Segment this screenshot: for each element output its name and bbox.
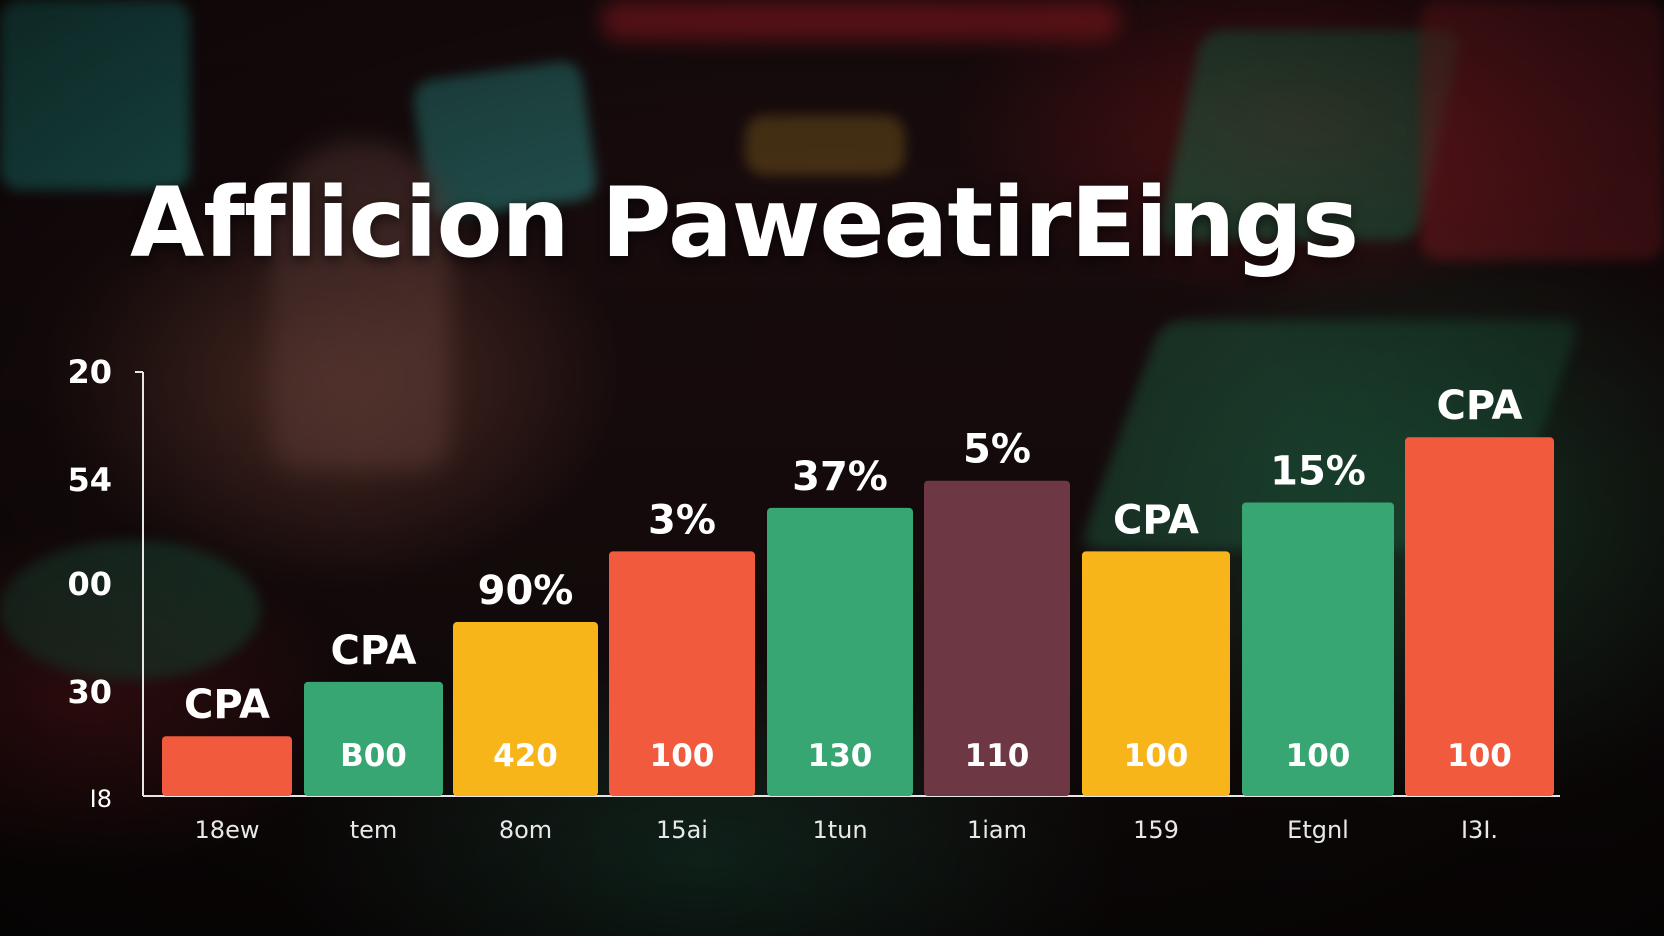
x-tick-label: 1iam xyxy=(967,816,1027,844)
bar-value-label: CPA xyxy=(184,682,270,728)
bar xyxy=(609,551,755,796)
x-tick-label: 18ew xyxy=(195,816,260,844)
bar-value-label: 5% xyxy=(963,427,1031,473)
y-tick-label: 00 xyxy=(67,565,112,603)
bar-inner-label: B00 xyxy=(340,738,407,774)
bar-value-label: 90% xyxy=(478,568,574,614)
y-tick-label: 20 xyxy=(67,353,112,391)
bar-inner-label: 420 xyxy=(493,738,558,774)
bar-value-label: CPA xyxy=(1113,497,1199,543)
bar xyxy=(304,681,443,796)
x-tick-label: Etgnl xyxy=(1287,816,1349,844)
bar xyxy=(1405,437,1554,796)
x-tick-label: I3I. xyxy=(1461,816,1498,844)
bar xyxy=(453,622,598,796)
x-tick-label: 1tun xyxy=(812,816,867,844)
bar-inner-label: 130 xyxy=(808,738,873,774)
bar-inner-label: 110 xyxy=(965,738,1030,774)
y-tick-label: I8 xyxy=(90,785,112,813)
bar-inner-label: 100 xyxy=(1447,738,1512,774)
bar xyxy=(767,507,913,796)
bar-inner-label: 100 xyxy=(1286,738,1351,774)
bar-value-label: CPA xyxy=(1437,383,1523,429)
x-tick-label: tem xyxy=(350,816,398,844)
bar xyxy=(924,480,1070,796)
bar xyxy=(1242,502,1394,796)
bar-inner-label: 100 xyxy=(650,738,715,774)
x-tick-label: 8om xyxy=(499,816,552,844)
bar-value-label: 3% xyxy=(648,497,716,543)
bar-value-label: CPA xyxy=(331,628,417,674)
y-tick-label: 54 xyxy=(67,461,112,499)
chart-title: Afflicion PaweatirEings xyxy=(130,167,1359,279)
bar-value-label: 15% xyxy=(1270,448,1366,494)
bar xyxy=(1082,551,1230,796)
y-tick-label: 30 xyxy=(67,673,112,711)
bar xyxy=(162,736,292,796)
x-tick-label: 159 xyxy=(1133,816,1179,844)
x-tick-label: 15ai xyxy=(656,816,708,844)
bar-value-label: 37% xyxy=(792,454,888,500)
bar-inner-label: 100 xyxy=(1124,738,1189,774)
